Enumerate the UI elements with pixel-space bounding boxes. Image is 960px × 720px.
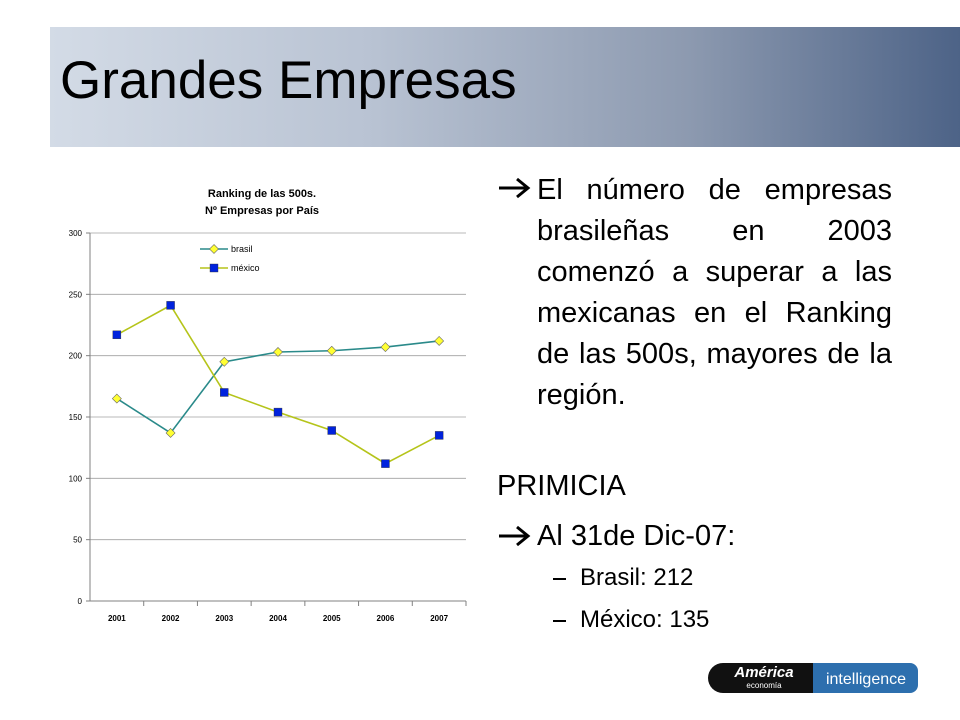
bullet-arrow	[499, 177, 531, 199]
sub-bullet-text: Brasil: 212	[580, 564, 694, 591]
bullet-text: Al 31de Dic-07:	[537, 520, 736, 552]
x-tick-label: 2005	[323, 614, 341, 623]
legend-label: méxico	[231, 263, 260, 273]
chart-title: Ranking de las 500s.	[208, 188, 316, 200]
x-tick-label: 2001	[108, 614, 126, 623]
marker	[166, 301, 175, 310]
slide-title: Grandes Empresas	[60, 51, 517, 110]
y-tick-label: 250	[69, 290, 83, 299]
sub-bullet-text: México: 135	[580, 606, 710, 633]
legend-label: brasil	[231, 244, 253, 254]
bullet-arrow	[499, 525, 531, 547]
marker	[273, 407, 283, 417]
title-bar	[50, 27, 960, 147]
chart-subtitle: Nº Empresas por País	[205, 205, 319, 217]
y-tick-label: 50	[73, 536, 82, 545]
y-tick-label: 0	[78, 597, 83, 606]
marker	[209, 263, 219, 273]
y-tick-label: 200	[69, 352, 83, 361]
marker	[209, 244, 219, 254]
marker	[165, 428, 176, 438]
series-line	[116, 304, 440, 465]
marker	[112, 330, 122, 340]
y-tick-label: 150	[69, 413, 83, 422]
logo-tag-bg	[813, 663, 918, 693]
x-tick-label: 2007	[430, 614, 448, 623]
logo: América economía intelligence	[708, 663, 918, 693]
bullet-text: PRIMICIA	[497, 470, 626, 502]
marker	[380, 342, 391, 353]
bullet-text: El número de empresas brasileñas en 2003…	[537, 174, 892, 411]
logo-tag: intelligence	[826, 671, 906, 688]
y-tick-label: 100	[69, 474, 83, 483]
marker	[434, 336, 445, 346]
sub-bullet-dash	[553, 578, 566, 580]
logo-pill	[708, 663, 828, 693]
marker	[219, 356, 230, 367]
sub-bullet-dash	[553, 620, 566, 622]
logo-brand: América	[733, 664, 793, 681]
logo-tag-bg	[813, 663, 828, 693]
x-tick-label: 2003	[215, 614, 233, 623]
x-tick-label: 2006	[377, 614, 395, 623]
marker	[111, 393, 122, 404]
marker	[434, 431, 444, 440]
marker	[381, 459, 390, 468]
marker	[273, 347, 283, 357]
x-tick-label: 2004	[269, 614, 287, 623]
y-tick-label: 300	[69, 229, 83, 238]
marker	[327, 426, 336, 435]
chart: Ranking de las 500s. Nº Empresas por Paí…	[69, 188, 467, 623]
logo-sub: economía	[746, 681, 782, 690]
marker	[326, 345, 337, 356]
marker	[220, 388, 229, 397]
x-tick-label: 2002	[162, 614, 180, 623]
